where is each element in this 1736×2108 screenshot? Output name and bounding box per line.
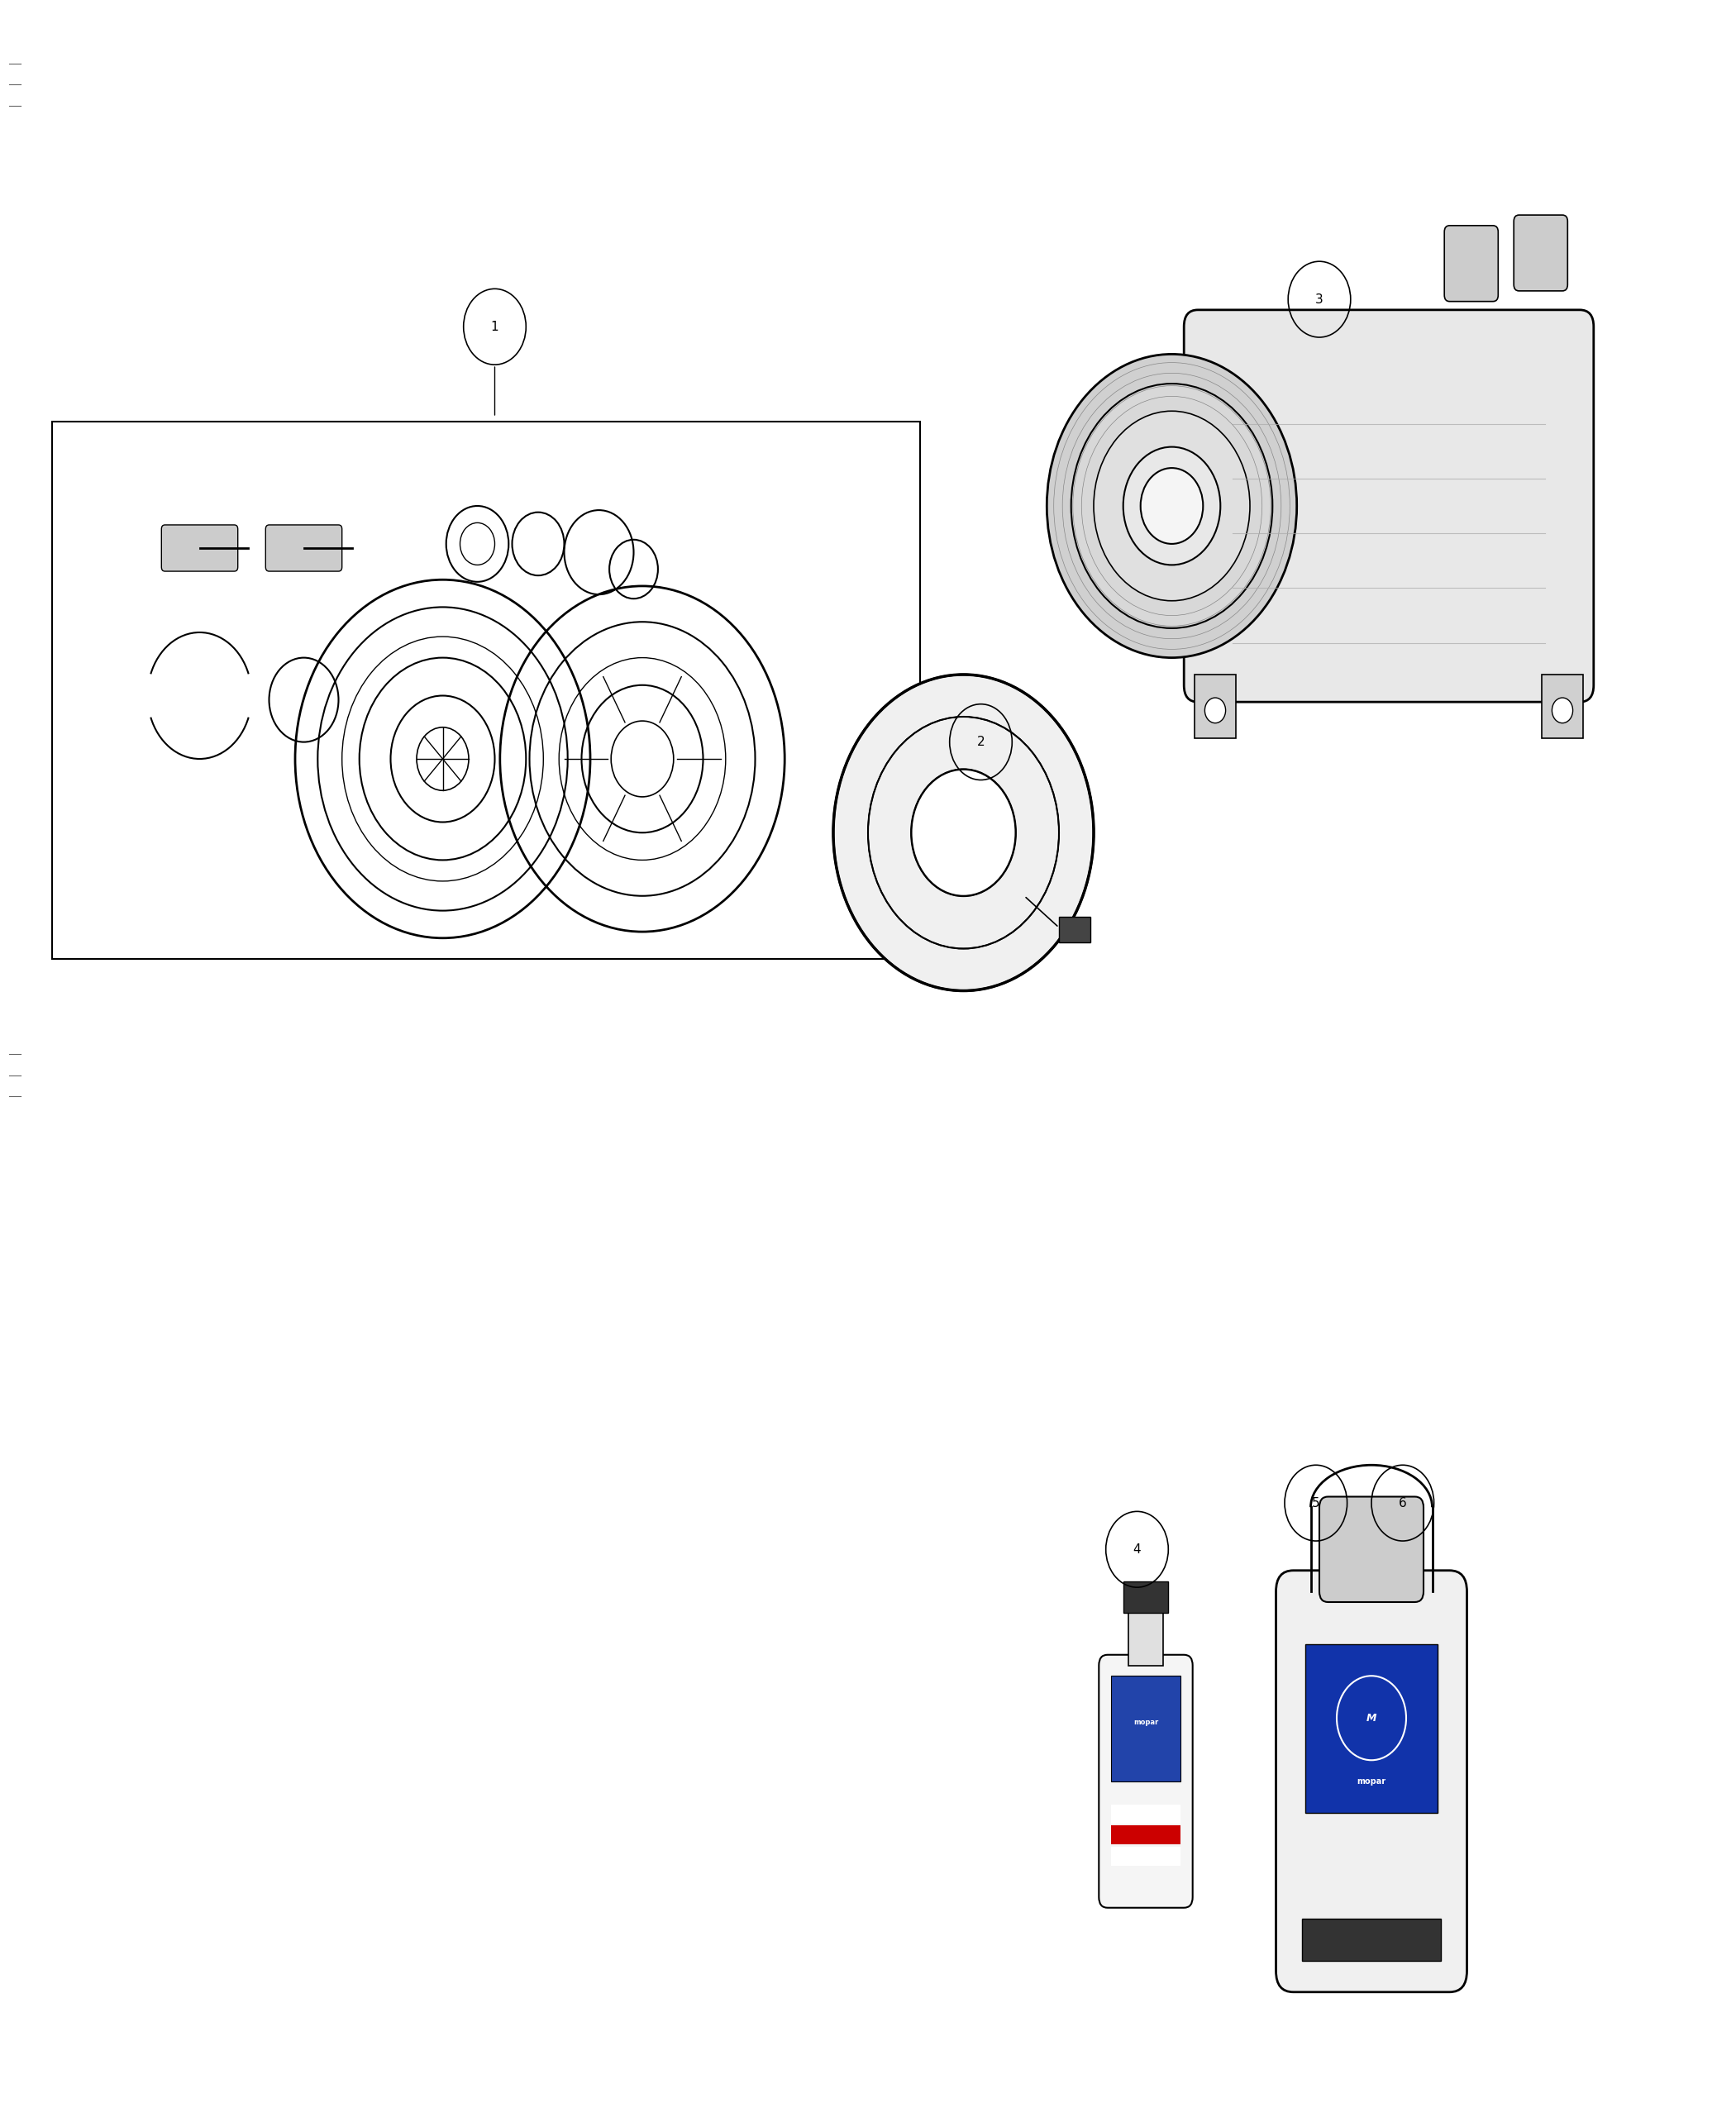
Circle shape [1205, 698, 1226, 723]
Bar [1305, 1644, 1437, 1813]
Circle shape [1094, 411, 1250, 601]
Bar [1302, 1918, 1441, 1960]
FancyBboxPatch shape [1444, 226, 1498, 301]
Circle shape [1071, 384, 1272, 628]
FancyBboxPatch shape [1276, 1570, 1467, 1992]
FancyBboxPatch shape [266, 525, 342, 571]
Circle shape [1047, 354, 1297, 658]
Text: mopar: mopar [1358, 1777, 1385, 1785]
Text: 1: 1 [491, 320, 498, 333]
Bar [1111, 1676, 1180, 1781]
FancyBboxPatch shape [1319, 1497, 1424, 1602]
Circle shape [1337, 1676, 1406, 1760]
FancyBboxPatch shape [161, 525, 238, 571]
Text: M: M [1366, 1712, 1377, 1724]
Bar [1542, 675, 1583, 738]
Text: mopar: mopar [1134, 1718, 1158, 1726]
Text: 2: 2 [977, 736, 984, 748]
Bar [1111, 1847, 1180, 1866]
Bar [1128, 1613, 1163, 1665]
FancyBboxPatch shape [1099, 1655, 1193, 1908]
Text: 4: 4 [1134, 1543, 1141, 1556]
Circle shape [1123, 447, 1220, 565]
Circle shape [833, 675, 1094, 991]
Bar [1123, 1581, 1168, 1613]
Circle shape [911, 769, 1016, 896]
Text: 6: 6 [1399, 1497, 1406, 1509]
Bar [52, 422, 920, 959]
Bar [1194, 675, 1236, 738]
Bar [1059, 917, 1090, 942]
FancyBboxPatch shape [1184, 310, 1594, 702]
Circle shape [1552, 698, 1573, 723]
Text: 5: 5 [1312, 1497, 1319, 1509]
Bar [1111, 1804, 1180, 1823]
FancyBboxPatch shape [1514, 215, 1568, 291]
Bar [1111, 1826, 1180, 1844]
Circle shape [1141, 468, 1203, 544]
Text: 3: 3 [1316, 293, 1323, 306]
